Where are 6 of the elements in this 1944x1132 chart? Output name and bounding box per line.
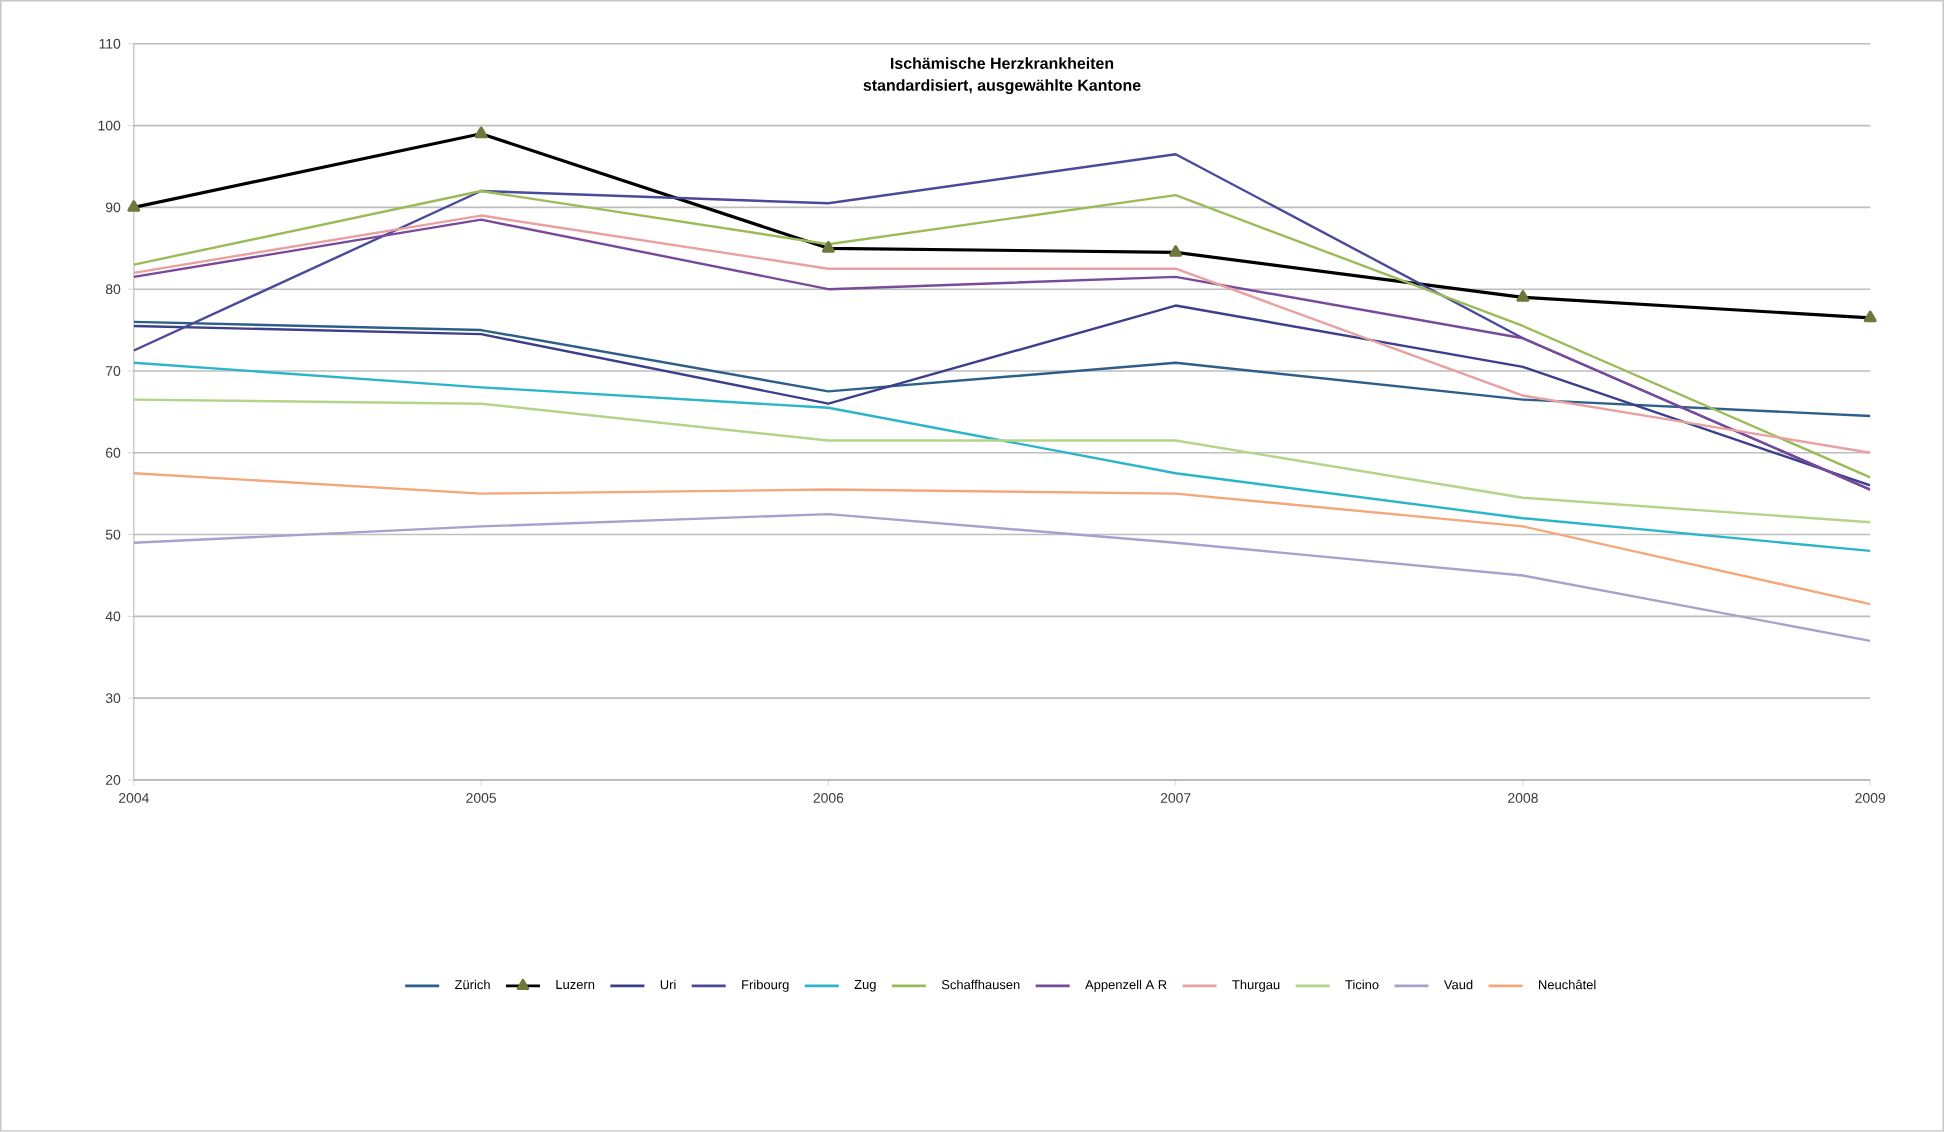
line-series bbox=[133, 398, 1871, 524]
line-series bbox=[133, 304, 1871, 487]
line-series bbox=[133, 320, 1871, 418]
line-series bbox=[133, 513, 1871, 643]
line-series bbox=[133, 472, 1871, 606]
line-series bbox=[133, 361, 1871, 553]
